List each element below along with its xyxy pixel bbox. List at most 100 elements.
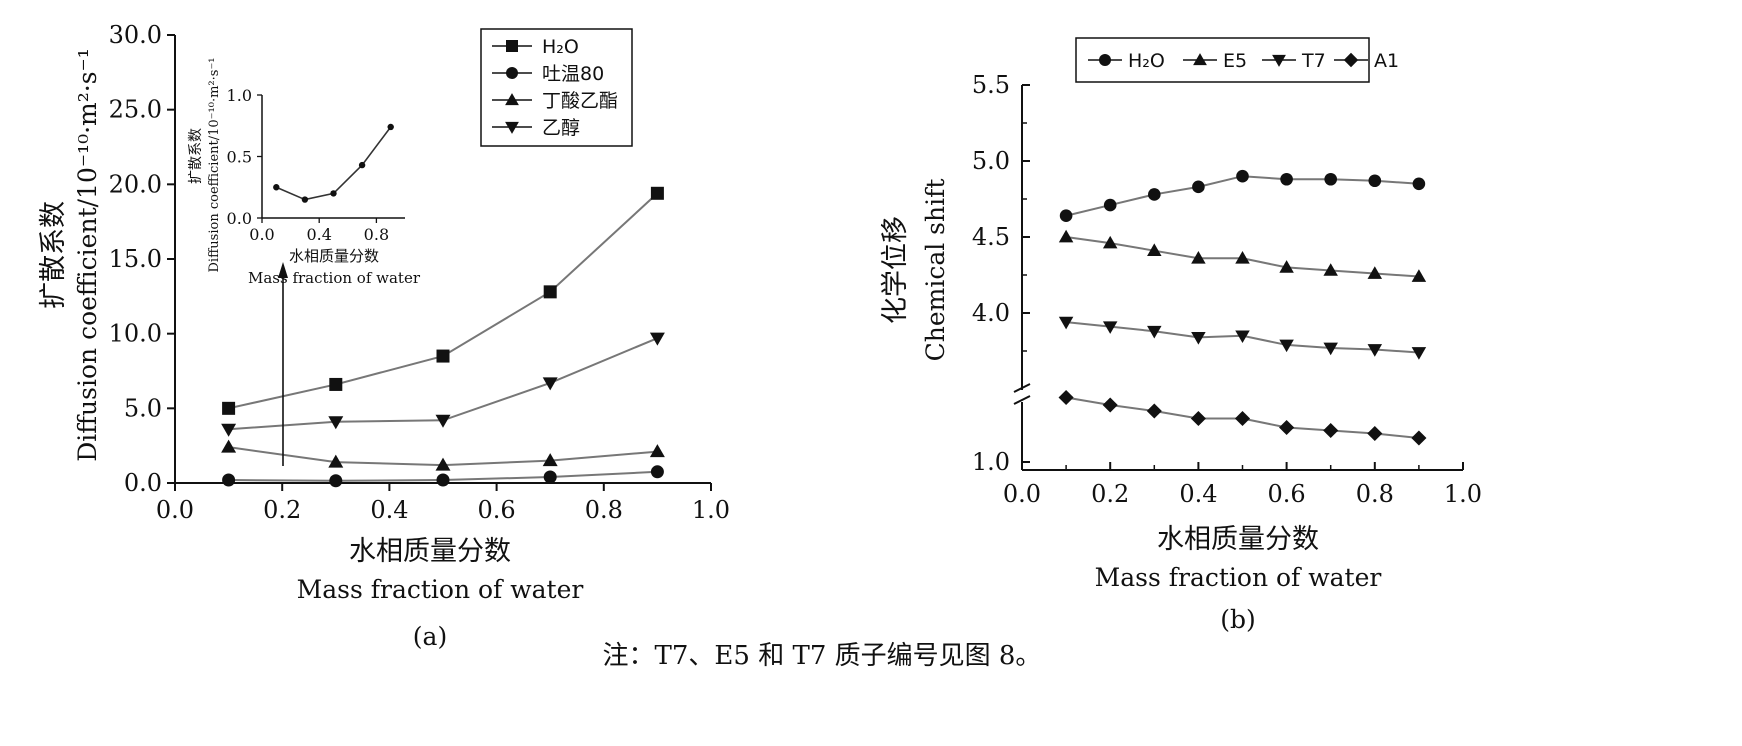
b-series-2 [1058, 316, 1427, 360]
b-data-point [1323, 342, 1338, 356]
b-data-point [1323, 422, 1339, 439]
b-legend-label: H₂O [1128, 50, 1165, 72]
a-y-tick-label: 10.0 [109, 320, 162, 348]
a-y-tick-label: 0.0 [124, 469, 162, 497]
b-legend-label: T7 [1301, 50, 1326, 72]
a-data-point [328, 416, 344, 430]
inset-x-tick-label: 0.0 [249, 225, 274, 244]
a-x-tick-label: 0.8 [585, 496, 623, 524]
b-data-point [1323, 263, 1338, 276]
b-y-title-cn: 化学位移 [880, 216, 911, 324]
a-y-title-cn: 扩散系数 [38, 201, 69, 309]
b-y-tick-label: 5.0 [972, 147, 1010, 175]
inset-ticks: 0.0 0.4 0.8 0.0 0.5 1.0 [227, 86, 390, 244]
a-x-tick-label: 1.0 [692, 496, 730, 524]
b-x-tick-label: 0.8 [1356, 480, 1394, 508]
b-data-point [1058, 316, 1074, 330]
b-data-point [1367, 425, 1383, 442]
a-data-point [435, 457, 451, 471]
inset-data-point [301, 196, 309, 203]
b-y-title-en: Chemical shift [921, 179, 950, 362]
b-data-point [1324, 172, 1337, 186]
b-series-1 [1058, 229, 1427, 282]
b-legend-box [1075, 37, 1370, 83]
a-legend-marker [505, 121, 519, 134]
a-legend-label: 吐温80 [542, 63, 604, 85]
panel-a: 0.0 0.2 0.4 0.6 0.8 1.0 0.0 5.0 10.0 15.0 20.0 25.… [38, 21, 730, 651]
a-data-point [649, 332, 665, 346]
a-data-point [542, 377, 558, 391]
a-legend-marker [506, 40, 518, 52]
a-y-title-en: Diffusion coefficient/10⁻¹⁰·m²·s⁻¹ [73, 48, 102, 462]
a-y-tick-label: 30.0 [109, 21, 162, 49]
b-data-point [1059, 209, 1073, 223]
a-data-point [328, 454, 344, 468]
a-x-title-en: Mass fraction of water [297, 575, 584, 604]
b-data-point [1058, 229, 1074, 243]
a-data-point [543, 285, 557, 299]
inset-y-tick-label: 1.0 [227, 86, 252, 105]
panel-b: 0.0 0.2 0.4 0.6 0.8 1.0 4.0 4.5 5.0 5.5 1.0 水相质量分… [880, 37, 1482, 634]
b-legend-marker [1193, 53, 1207, 66]
b-x-title-cn: 水相质量分数 [1157, 524, 1319, 555]
b-data-point [1103, 198, 1117, 212]
b-data-point [1146, 403, 1162, 419]
a-series-2 [221, 439, 665, 471]
a-y-tick-label: 20.0 [109, 170, 162, 198]
a-y-tick-label: 25.0 [109, 96, 162, 124]
b-panel-label: (b) [1220, 605, 1256, 634]
b-series-0 [1059, 169, 1426, 223]
b-data-point [1279, 260, 1294, 273]
b-data-point [1191, 331, 1206, 345]
a-data-point [221, 439, 237, 453]
b-axis-break-2 [1013, 395, 1031, 405]
a-x-tick-label: 0.4 [370, 496, 408, 524]
b-data-point [1102, 321, 1118, 334]
b-data-point [1234, 410, 1251, 427]
a-data-point [436, 349, 450, 363]
inset-series-line [275, 126, 392, 201]
b-data-point [1235, 330, 1250, 344]
b-x-tick-label: 0.4 [1179, 480, 1217, 508]
b-x-ticks: 0.0 0.2 0.4 0.6 0.8 1.0 [1003, 462, 1482, 508]
a-legend-marker [506, 67, 518, 79]
b-y-ticks: 4.0 4.5 5.0 5.5 1.0 [972, 71, 1030, 476]
a-data-point [436, 473, 450, 487]
inset-x-title-cn: 水相质量分数 [289, 247, 379, 265]
a-data-point [221, 423, 237, 437]
b-data-point [1236, 169, 1249, 183]
inset-chart: 0.0 0.4 0.8 0.0 0.5 1.0 水相质量分数 Mass fraction … [188, 57, 421, 287]
a-data-point [222, 401, 236, 415]
a-series-0 [222, 186, 664, 415]
inset-y-title-cn: 扩散系数 [188, 128, 204, 184]
a-x-tick-label: 0.0 [156, 496, 194, 524]
b-x-tick-label: 0.2 [1091, 480, 1129, 508]
inset-x-tick-label: 0.4 [306, 225, 331, 244]
a-x-ticks: 0.0 0.2 0.4 0.6 0.8 1.0 [156, 483, 730, 524]
a-y-tick-label: 5.0 [124, 394, 162, 422]
a-data-point [435, 414, 451, 428]
inset-y-tick-label: 0.0 [227, 209, 252, 228]
b-legend-label: E5 [1223, 50, 1247, 72]
b-legend-marker [1343, 52, 1359, 68]
b-legend-marker [1272, 54, 1286, 67]
a-y-ticks: 0.0 5.0 10.0 15.0 20.0 25.0 30.0 [109, 21, 175, 497]
inset-x-tick-label: 0.8 [364, 225, 389, 244]
a-data-point [222, 473, 236, 487]
inset-y-tick-label: 0.5 [227, 148, 252, 167]
inset-arrow-head [278, 262, 288, 278]
a-panel-label: (a) [413, 622, 447, 651]
b-data-point [1190, 410, 1206, 427]
a-legend-label: H₂O [542, 36, 579, 58]
b-data-point [1412, 177, 1426, 191]
a-x-title-cn: 水相质量分数 [349, 536, 511, 567]
b-data-point [1367, 344, 1383, 357]
a-data-point [649, 444, 665, 458]
inset-data-point [330, 190, 337, 197]
a-data-point [650, 186, 664, 200]
a-data-point [329, 377, 343, 391]
b-legend-marker [1099, 54, 1111, 66]
b-data-point [1279, 339, 1294, 353]
